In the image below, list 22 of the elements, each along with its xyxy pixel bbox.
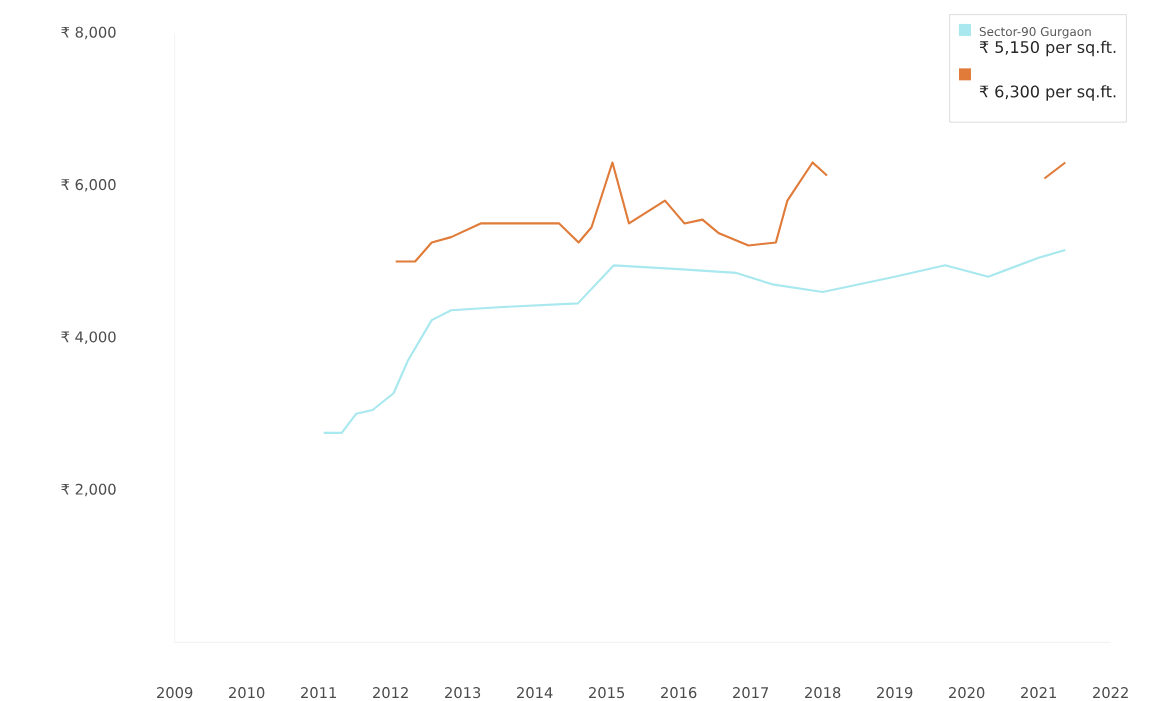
x-tick-label: 2009 (157, 687, 193, 699)
x-tick-label: 2018 (805, 687, 841, 699)
x-tick-label: 2017 (733, 687, 769, 699)
y-tick-label: ₹ 8,000 (61, 26, 116, 40)
x-tick-label: 2014 (517, 687, 553, 699)
x-tick-label: 2016 (661, 687, 697, 699)
x-tick-label: 2022 (1093, 687, 1128, 699)
x-tick-label: 2015 (589, 687, 625, 699)
y-tick-label: ₹ 2,000 (61, 483, 116, 497)
x-tick-label: 2010 (229, 687, 265, 699)
x-tick-label: 2011 (301, 687, 336, 699)
x-tick-label: 2020 (949, 687, 985, 699)
x-tick-label: 2013 (445, 687, 481, 699)
x-tick-label: 2021 (1021, 687, 1056, 699)
annotation: ₹ 5,150 per sq.ft. (979, 40, 1116, 57)
legend-label: Sector-90 Gurgaon (979, 27, 1091, 39)
x-tick-label: 2019 (877, 687, 913, 699)
x-tick-label: 2012 (373, 687, 408, 699)
annotation: ₹ 6,300 per sq.ft. (979, 85, 1116, 101)
y-tick-label: ₹ 4,000 (61, 331, 116, 344)
line-series (322, 249, 1067, 434)
y-tick-label: ₹ 6,000 (61, 179, 116, 192)
